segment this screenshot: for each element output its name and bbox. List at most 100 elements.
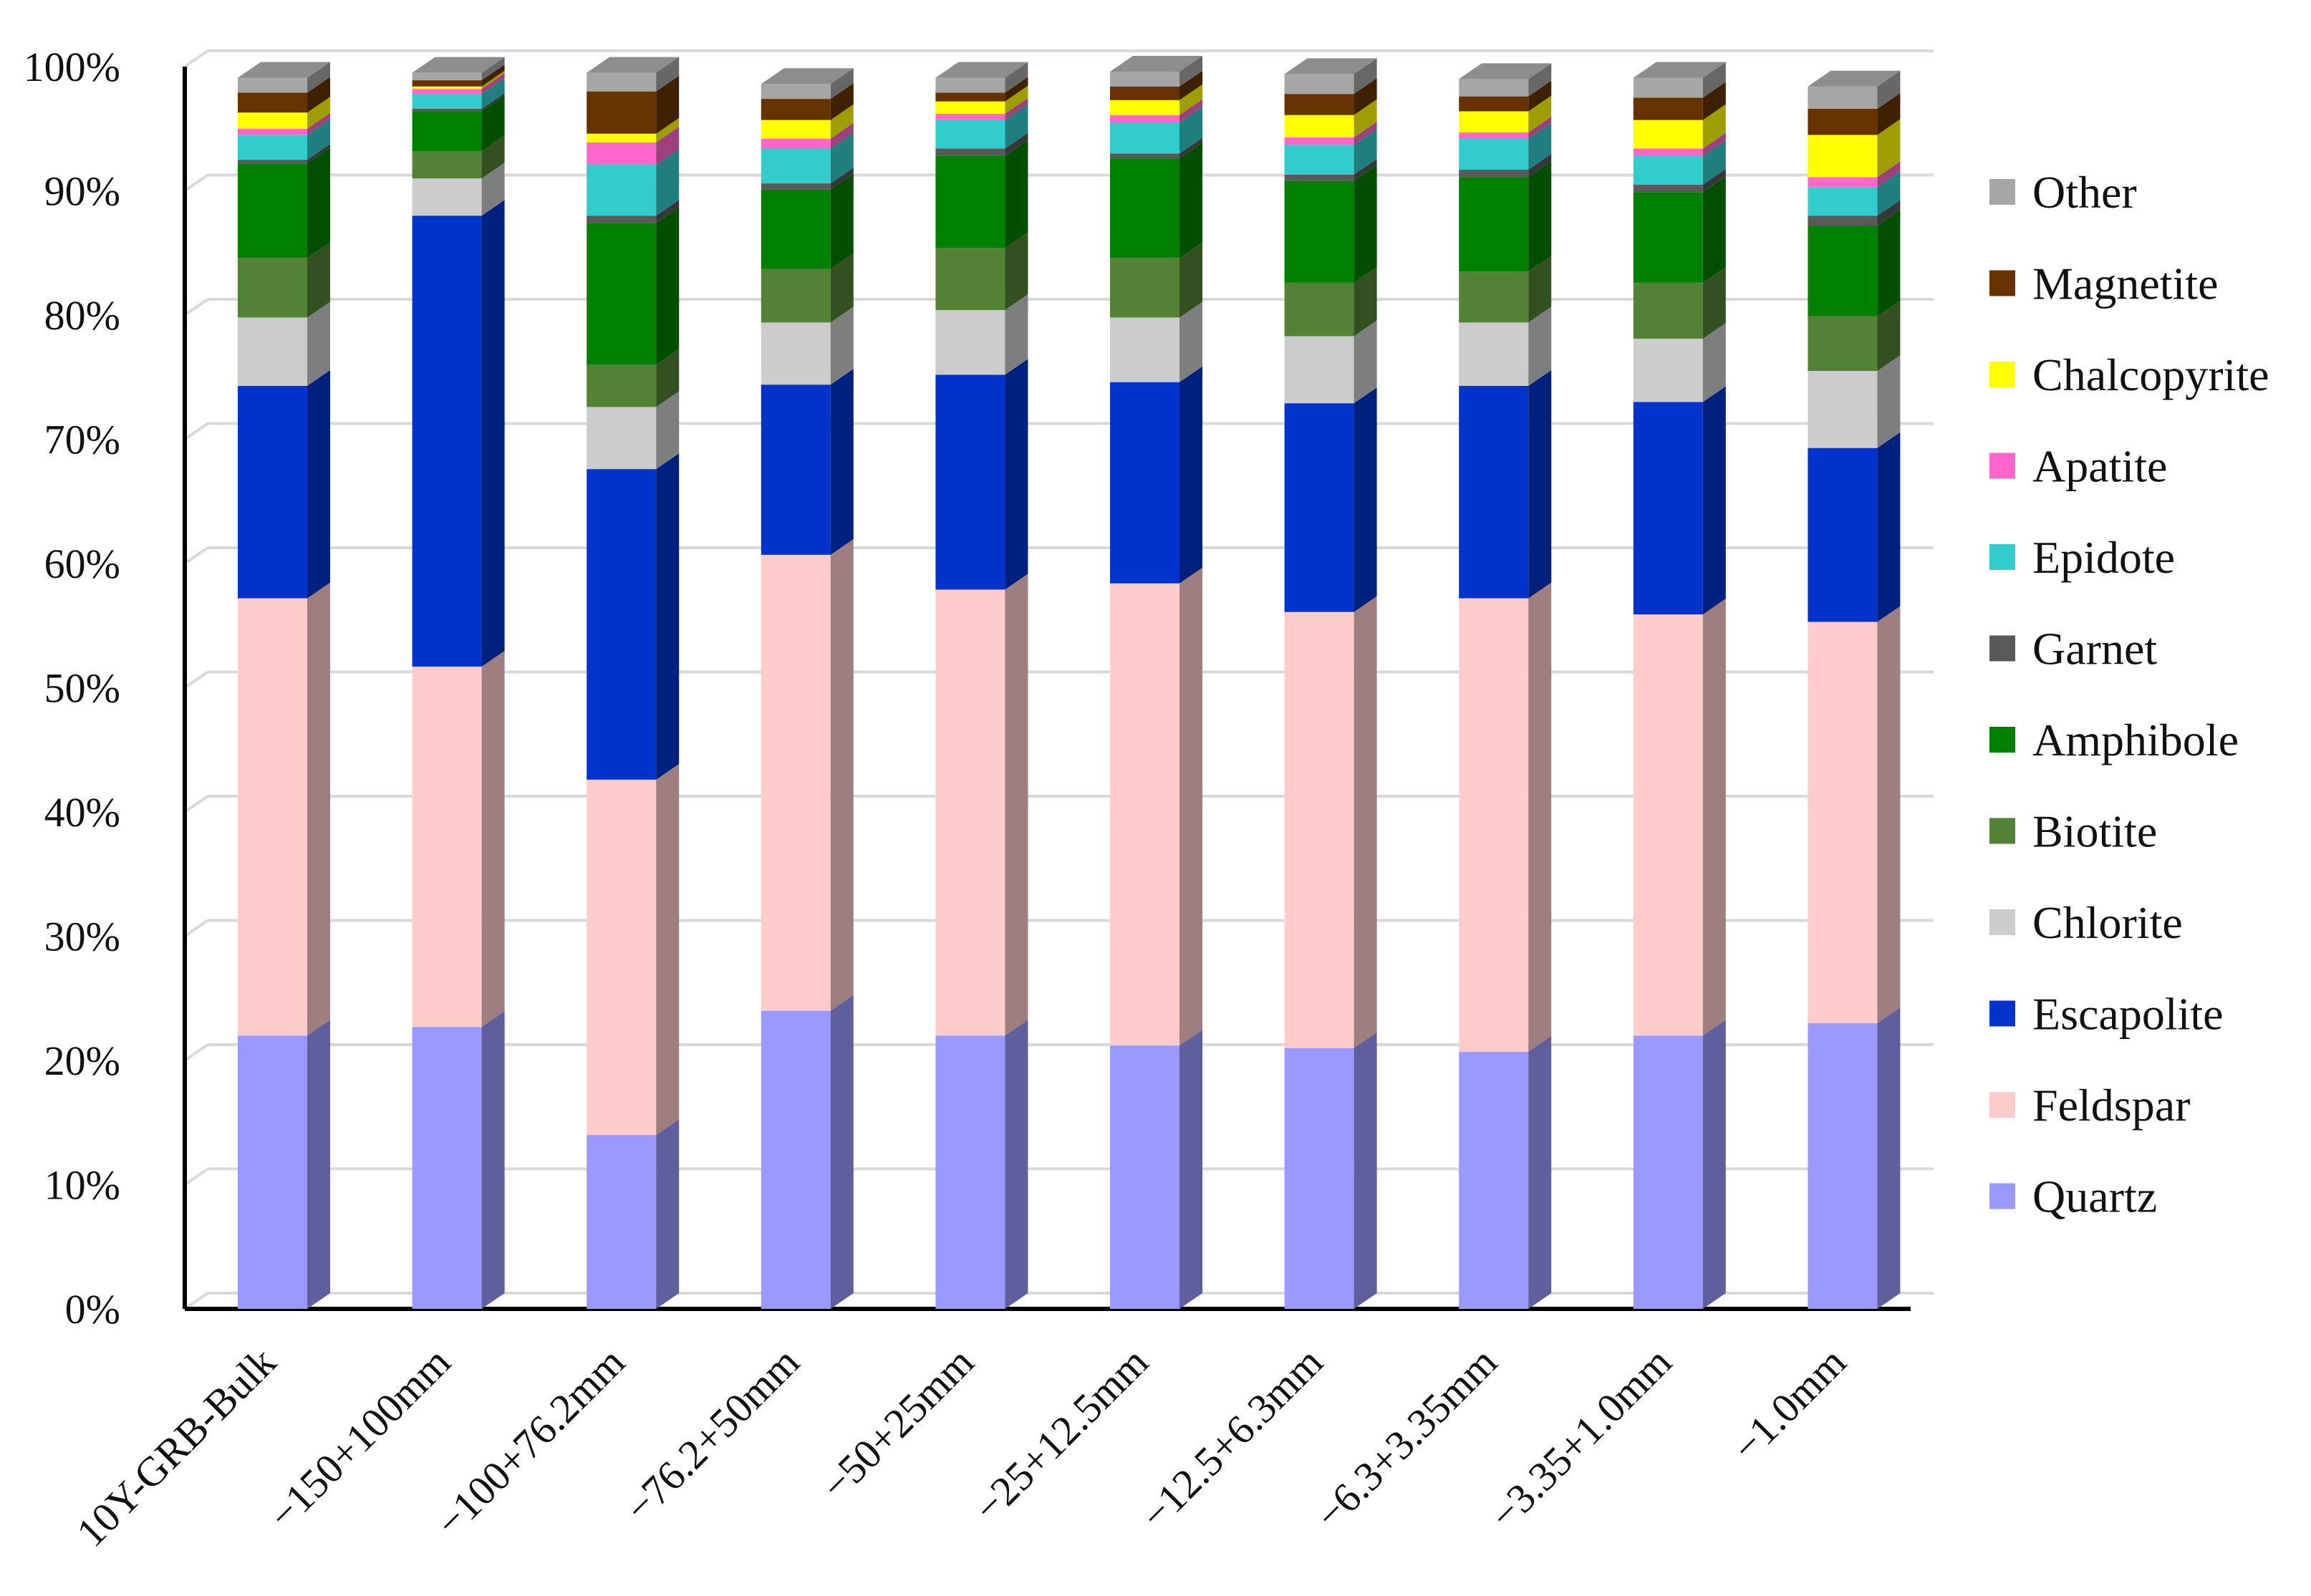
bar-front <box>412 216 482 667</box>
x-category-label: −3.35+1.0mm <box>1480 1338 1680 1538</box>
bar-segment-apatite <box>1633 132 1726 156</box>
bar-segment-feldspar <box>1459 582 1552 1052</box>
bar-segment-epidote <box>1459 122 1552 170</box>
y-tick-label: 20% <box>44 1038 120 1084</box>
bar-top <box>935 62 1028 78</box>
bar-front <box>587 469 657 780</box>
y-tick-label: 80% <box>44 292 120 339</box>
gridline-side <box>183 919 209 938</box>
bar-front <box>1110 122 1179 154</box>
bar-front <box>238 135 307 160</box>
bar-side <box>307 77 330 113</box>
bar-side <box>1179 1030 1202 1309</box>
bar-segment-apatite <box>1808 161 1901 188</box>
bar-side <box>1528 369 1552 599</box>
bar-front <box>1633 338 1703 402</box>
legend-item-chalcopyrite: Chalcopyrite <box>1989 349 2269 400</box>
legend-swatch <box>1989 544 2015 570</box>
bar-segment-apatite <box>1284 121 1377 145</box>
bar-side <box>1528 161 1552 272</box>
bar-front <box>1633 120 1703 149</box>
bar-side <box>481 95 505 151</box>
legend-label: Other <box>2032 167 2137 218</box>
bar-segment-amphibole <box>1284 165 1377 283</box>
bar-side <box>1005 97 1028 120</box>
bar-side <box>1179 242 1202 318</box>
gridline-side <box>183 546 209 565</box>
bar-front <box>1808 316 1878 372</box>
bar-segment-feldspar <box>412 651 505 1027</box>
bar-segment-epidote <box>412 78 505 109</box>
bar-top <box>412 57 505 73</box>
bar-segment-biotite <box>587 349 680 407</box>
bar-side <box>1354 165 1377 283</box>
bar-segment-quartz <box>412 1011 505 1309</box>
y-tick-label: 100% <box>24 44 120 90</box>
bar-front <box>935 120 1005 149</box>
bar-side <box>1702 62 1726 98</box>
bar-side <box>1179 84 1202 115</box>
bar-segment-other <box>238 62 330 93</box>
bar-segment-apatite <box>935 97 1028 120</box>
bar-segment-garnet <box>935 132 1028 156</box>
bar-front <box>935 1035 1005 1309</box>
bar-side <box>307 1020 330 1309</box>
bar-front <box>1459 177 1529 272</box>
bar-front <box>1284 611 1354 1048</box>
bar-segment-other <box>412 57 505 81</box>
bar-segment-feldspar <box>935 574 1028 1036</box>
bar-side <box>1702 1020 1726 1309</box>
bar-front <box>935 148 1005 156</box>
gridline-side <box>183 422 209 441</box>
bar-segment-chalcopyrite <box>412 70 505 90</box>
bar-side <box>1354 99 1377 137</box>
bar-side <box>1877 70 1901 109</box>
bar-front <box>761 554 831 1011</box>
bar-segment-garnet <box>761 168 854 190</box>
legend-item-quartz: Quartz <box>1989 1171 2157 1222</box>
bar-front <box>1633 148 1703 156</box>
bar-segment-other <box>1459 63 1552 97</box>
bar-front <box>761 1010 831 1309</box>
legend-label: Feldspar <box>2032 1080 2190 1131</box>
bar-front <box>935 77 1005 93</box>
bar-front <box>1284 94 1354 115</box>
bar-front <box>412 667 482 1027</box>
bar-front <box>1633 192 1703 283</box>
bar-segment-epidote <box>935 104 1028 149</box>
bar-front <box>587 1135 657 1309</box>
bar-segment-garnet <box>1808 200 1901 226</box>
bar-side <box>1702 176 1726 283</box>
bar-front <box>761 148 831 184</box>
y-tick-label: 50% <box>44 665 120 712</box>
legend-label: Apatite <box>2032 441 2167 492</box>
bar-segment-escapolite <box>761 369 854 555</box>
legend-swatch <box>1989 818 2015 844</box>
bar-segment-garnet <box>1284 158 1377 181</box>
bar-front <box>1633 402 1703 615</box>
bar-side <box>1702 82 1726 120</box>
bar-front <box>935 248 1005 311</box>
bar-segment-feldspar <box>1808 606 1901 1023</box>
bar-side <box>1179 99 1202 123</box>
legend-label: Escapolite <box>2032 989 2224 1040</box>
gridline-side <box>183 1043 209 1062</box>
bar-segment-chalcopyrite <box>761 104 854 139</box>
bar-front <box>238 160 307 164</box>
bar-segment-quartz <box>1110 1030 1202 1309</box>
bar-side <box>307 147 330 258</box>
bar-side <box>1877 171 1901 216</box>
y-tick-label: 70% <box>44 417 120 463</box>
bar-front <box>1284 282 1354 337</box>
bar-segment-amphibole <box>412 95 505 151</box>
bar-segment-escapolite <box>935 359 1028 590</box>
bar-side <box>1179 55 1202 87</box>
bar-side <box>1877 606 1901 1023</box>
bar-front <box>1110 258 1179 318</box>
bar-side <box>656 200 680 223</box>
bar-side <box>1005 132 1028 156</box>
bar-front <box>935 310 1005 375</box>
bar-front <box>1808 86 1878 109</box>
bar-side <box>656 1119 680 1309</box>
bar-segment-magnetite <box>1808 92 1901 135</box>
